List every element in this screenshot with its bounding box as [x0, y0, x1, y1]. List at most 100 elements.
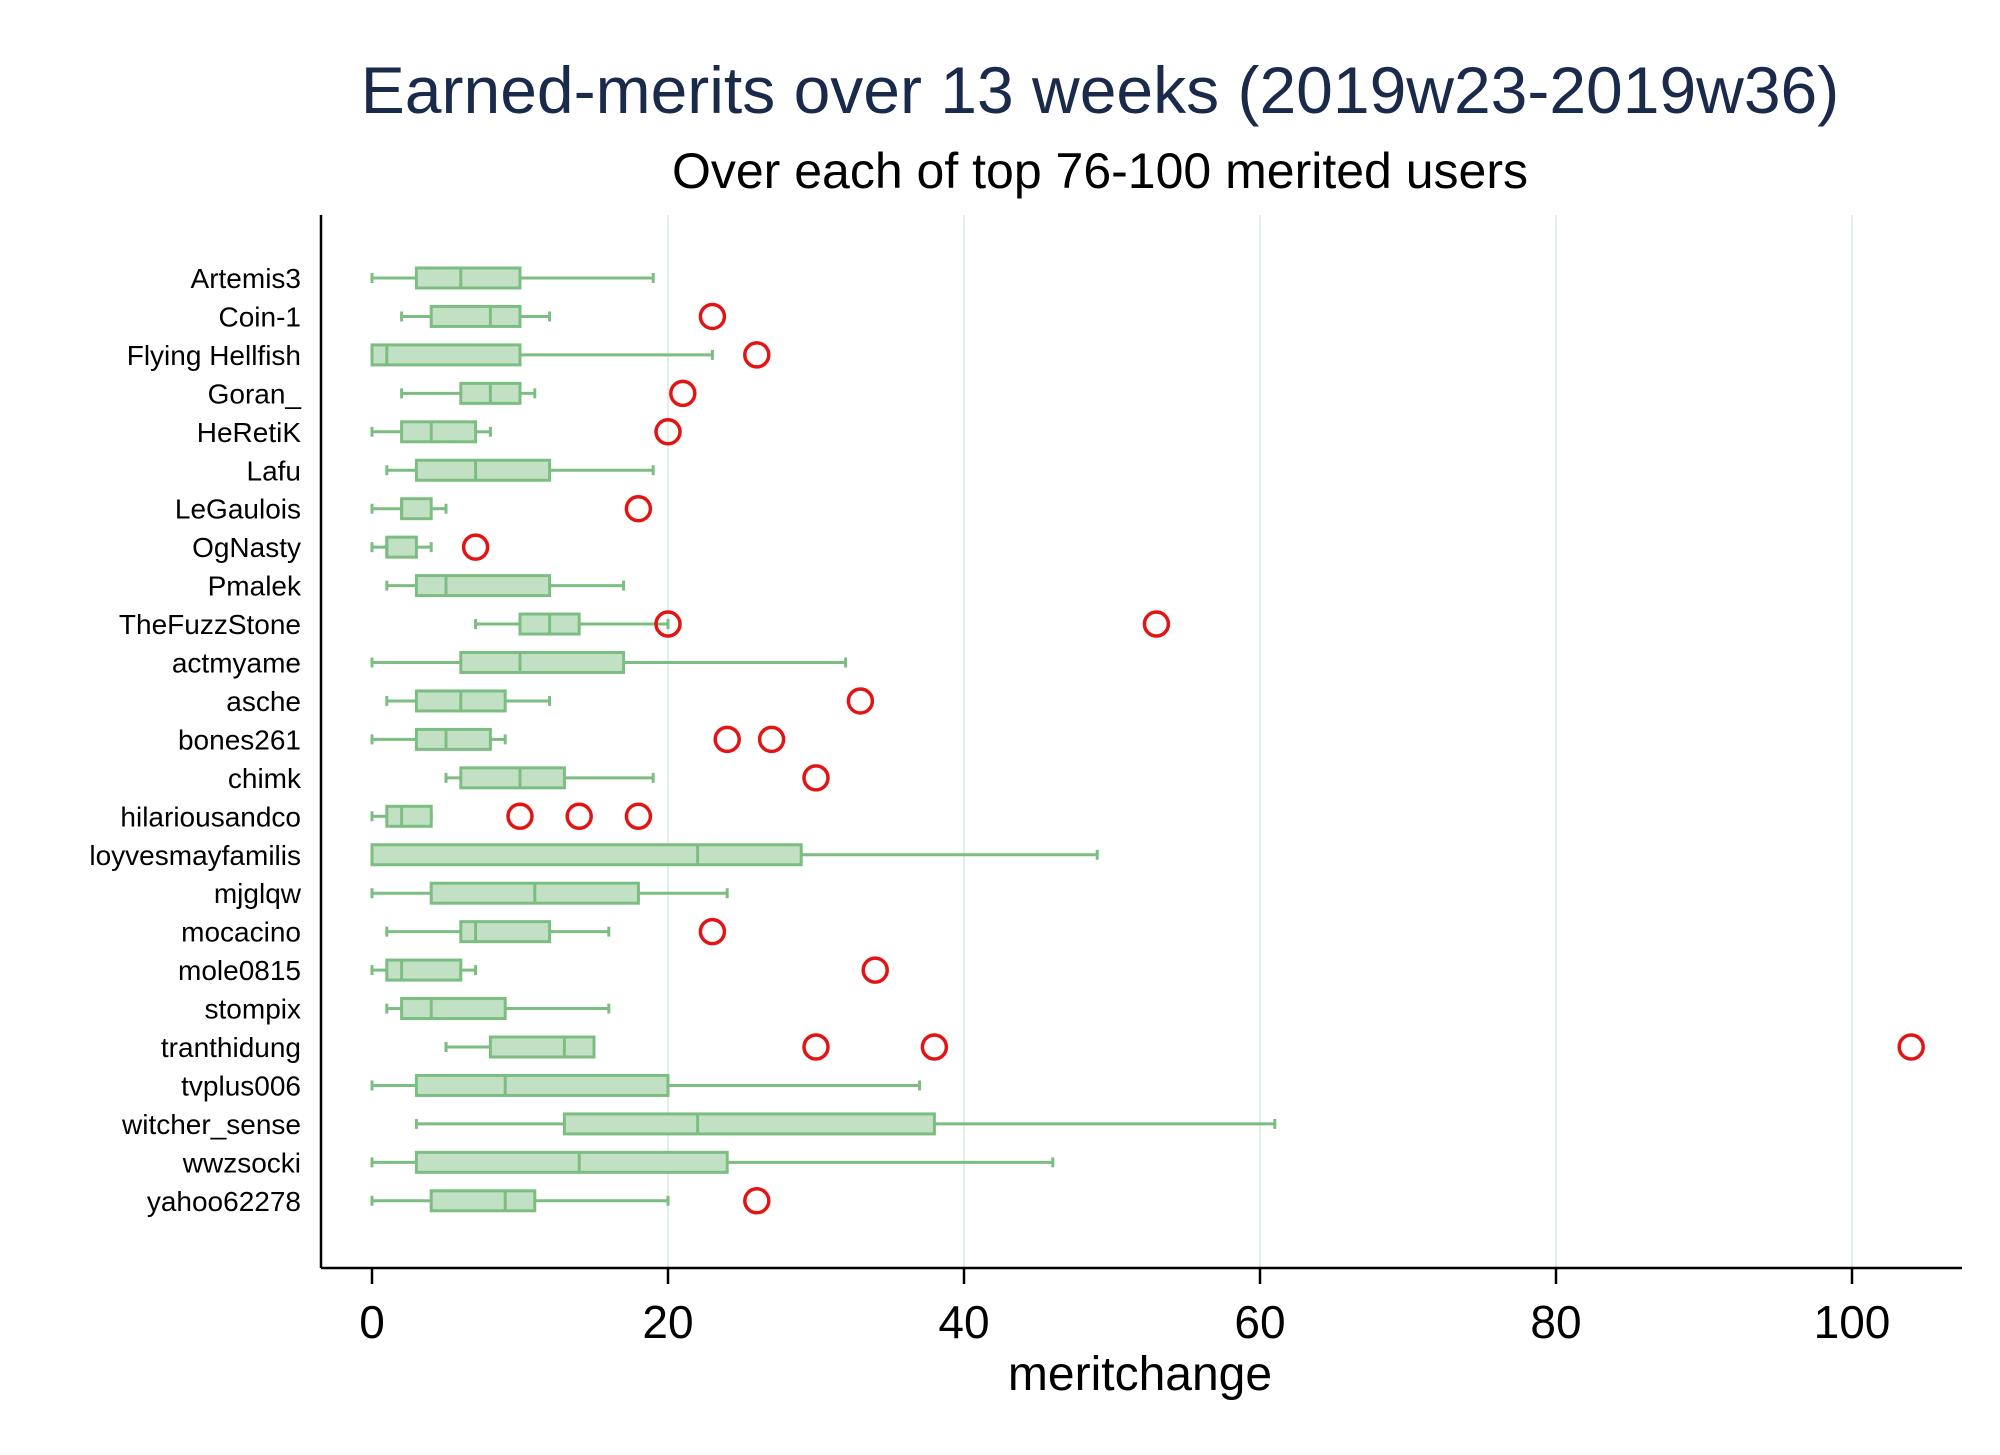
category-label: TheFuzzStone	[119, 609, 301, 640]
category-label: mole0815	[178, 955, 301, 986]
box-iqr	[400, 997, 507, 1021]
axes	[319, 215, 1962, 1270]
outlier-point	[713, 725, 741, 754]
box-plot-row	[370, 881, 729, 905]
category-label: Goran_	[208, 378, 302, 409]
outlier-point	[757, 725, 786, 754]
outlier-point	[669, 379, 697, 408]
category-label: Lafu	[247, 455, 302, 486]
box-iqr	[370, 843, 803, 867]
box-plot-row	[370, 533, 490, 561]
box-plots	[370, 266, 1925, 1215]
box-plot-row	[444, 764, 830, 792]
category-label: Pmalek	[208, 571, 302, 602]
outlier-point	[654, 418, 682, 446]
box-plot-row	[385, 574, 626, 598]
box-iqr	[459, 766, 566, 790]
box-iqr	[562, 1112, 936, 1136]
box-iqr	[385, 535, 418, 559]
category-label: mjglqw	[214, 878, 302, 909]
box-iqr	[459, 920, 552, 944]
category-label: asche	[226, 686, 301, 717]
box-plot-row	[400, 302, 727, 331]
outlier-point	[920, 1033, 949, 1061]
x-tick-label: 60	[1234, 1296, 1285, 1348]
box-plot-row	[474, 610, 1171, 638]
outlier-point	[846, 687, 875, 715]
category-label: actmyame	[172, 648, 301, 679]
box-plot-row	[444, 1033, 1925, 1061]
box-plot-row	[414, 1112, 1277, 1136]
category-label: bones261	[178, 724, 301, 755]
outlier-point	[1897, 1033, 1925, 1061]
outlier-point	[802, 764, 830, 792]
outlier-point	[461, 533, 490, 561]
x-tick-label: 0	[359, 1296, 385, 1348]
outlier-point	[698, 917, 727, 946]
box-iqr	[385, 804, 433, 828]
outlier-point	[654, 610, 682, 638]
box-plot-row	[370, 725, 786, 754]
box-iqr	[414, 458, 552, 482]
box-plot-row	[370, 266, 655, 290]
box-iqr	[414, 266, 522, 290]
category-label: yahoo62278	[147, 1186, 301, 1217]
box-plot-row	[370, 843, 1099, 867]
box-plot-row	[370, 956, 889, 984]
outlier-point	[743, 341, 771, 369]
box-plot-row	[400, 379, 697, 408]
category-labels: Artemis3 Coin-1 Flying Hellfish Goran_ HeRet…	[89, 263, 302, 1217]
box-plot-row	[370, 1187, 771, 1215]
outlier-point	[698, 302, 727, 331]
box-plot-row	[385, 917, 727, 946]
x-tick-label: 80	[1530, 1296, 1581, 1348]
outlier-point	[624, 802, 653, 831]
box-iqr	[414, 727, 492, 751]
gridlines	[667, 215, 1853, 1268]
category-label: tvplus006	[181, 1070, 301, 1101]
category-label: wwzsocki	[182, 1147, 301, 1178]
box-iqr	[429, 304, 522, 328]
x-axis-title: meritchange	[1008, 1348, 1272, 1401]
x-tick-label: 40	[938, 1296, 989, 1348]
category-label: Coin-1	[219, 301, 301, 332]
box-plot-row	[385, 997, 611, 1021]
category-label: loyvesmayfamilis	[89, 840, 301, 871]
box-iqr	[385, 958, 463, 982]
box-plot-row	[370, 494, 653, 523]
category-label: witcher_sense	[121, 1109, 301, 1140]
x-axis-ticks: 0 20 40 60 80 100	[359, 1268, 1890, 1348]
box-plot-row	[370, 341, 771, 369]
category-label: hilariousandco	[120, 801, 301, 832]
box-plot-row	[370, 1073, 922, 1097]
outlier-point	[565, 802, 593, 831]
box-plot-row	[370, 651, 848, 674]
box-plot-row	[385, 687, 875, 715]
outlier-point	[861, 956, 889, 984]
box-iqr	[459, 651, 626, 674]
box-plot-row	[370, 1150, 1055, 1174]
category-label: stompix	[205, 994, 301, 1025]
category-label: HeRetiK	[197, 417, 302, 448]
category-label: OgNasty	[192, 532, 301, 563]
x-tick-label: 100	[1814, 1296, 1891, 1348]
chart-title: Earned-merits over 13 weeks (2019w23-201…	[361, 53, 1839, 127]
box-iqr	[400, 497, 433, 521]
box-iqr	[400, 420, 478, 444]
x-tick-label: 20	[642, 1296, 693, 1348]
box-plot-row	[385, 458, 655, 482]
box-iqr	[414, 574, 552, 598]
box-iqr	[429, 1189, 537, 1213]
outlier-point	[624, 494, 653, 523]
outlier-point	[743, 1187, 771, 1215]
outlier-point	[802, 1033, 830, 1061]
category-label: tranthidung	[161, 1032, 301, 1063]
outlier-point	[1142, 610, 1171, 638]
box-iqr	[414, 1150, 729, 1174]
category-label: LeGaulois	[175, 494, 301, 525]
box-iqr	[370, 343, 522, 367]
chart-subtitle: Over each of top 76-100 merited users	[672, 143, 1528, 199]
category-label: Artemis3	[191, 263, 301, 294]
box-iqr	[488, 1035, 596, 1059]
